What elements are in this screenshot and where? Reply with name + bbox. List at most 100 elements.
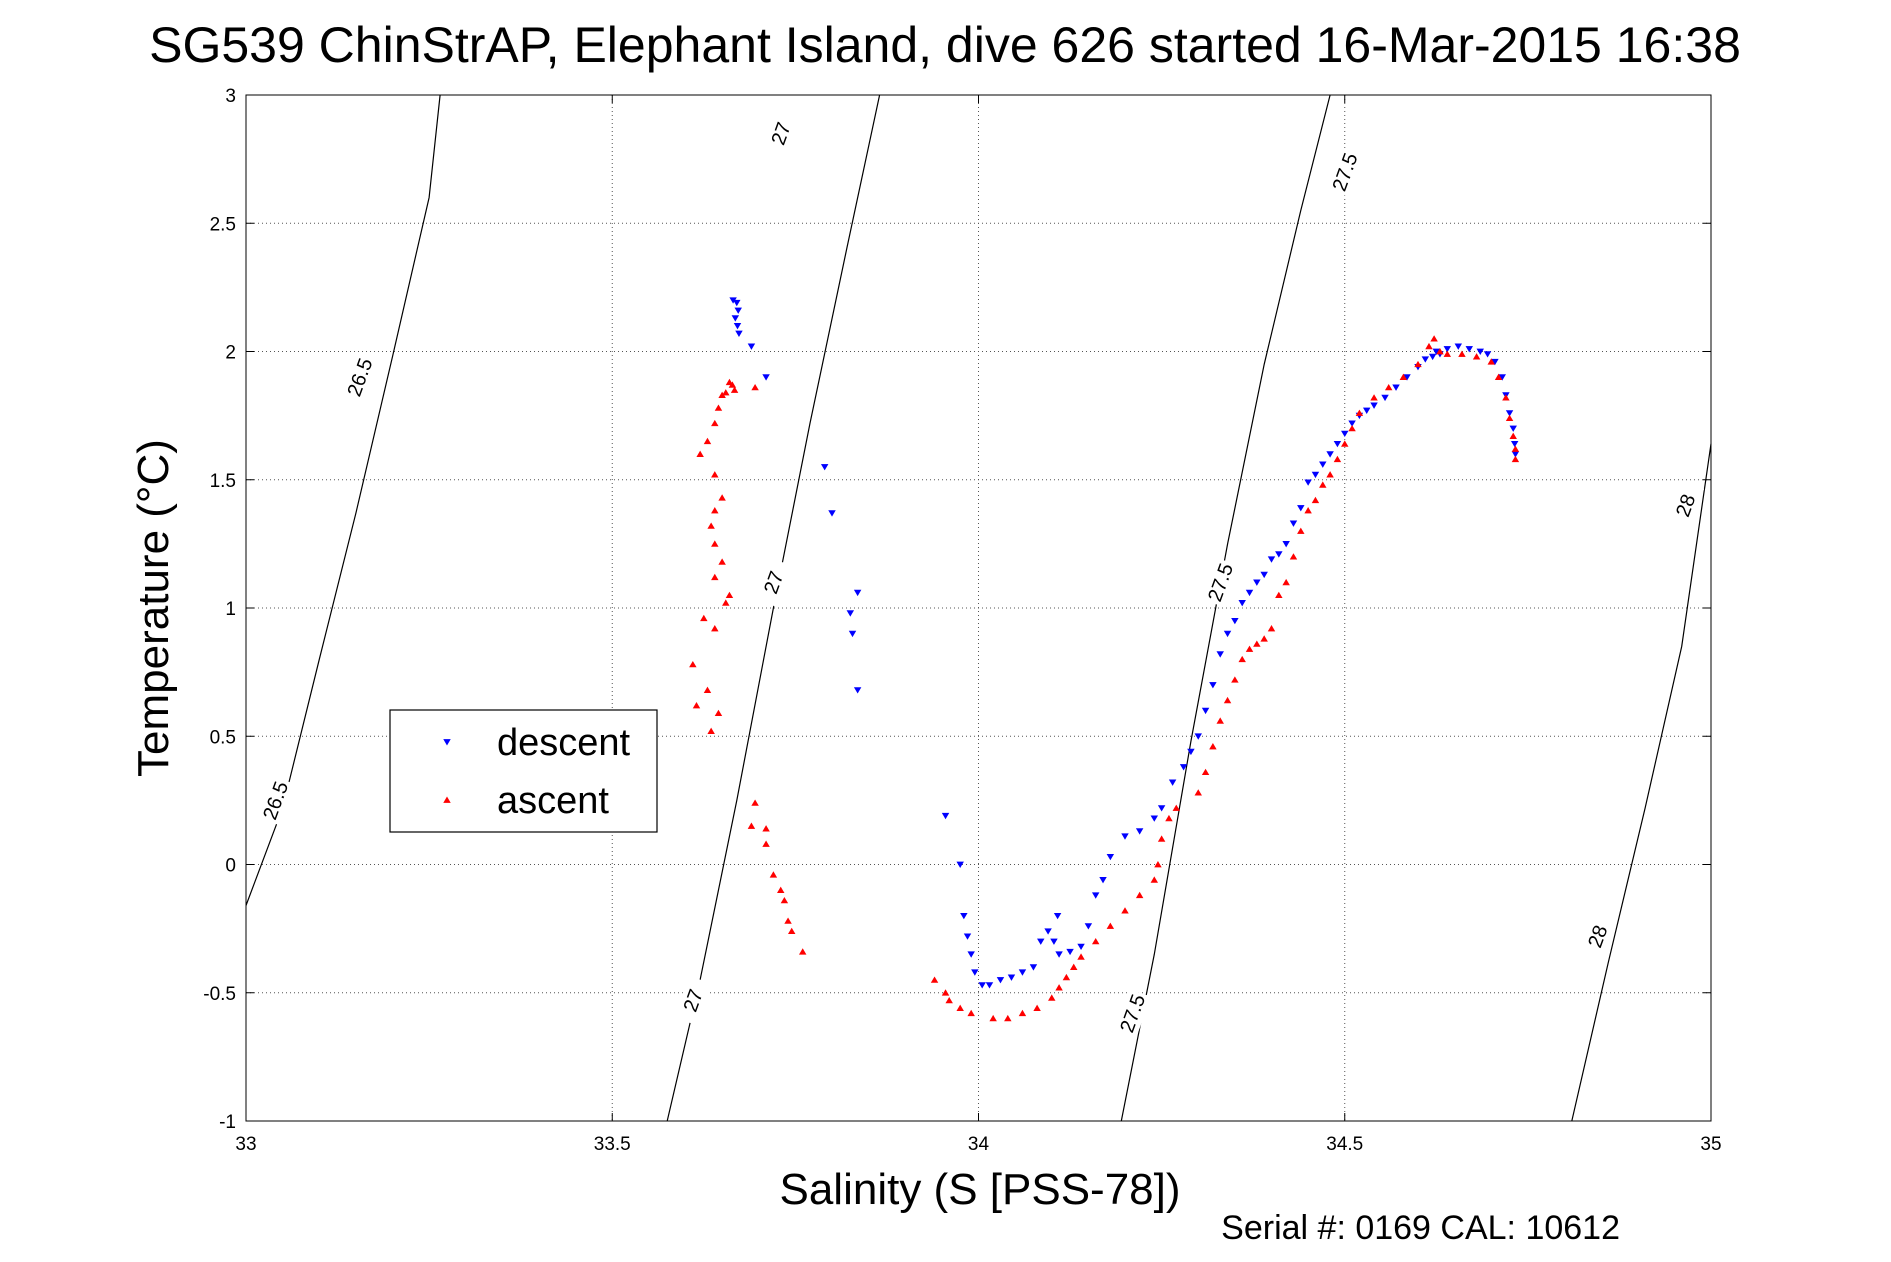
descent-marker xyxy=(1421,356,1430,363)
ascent-marker xyxy=(1297,527,1305,534)
ascent-marker xyxy=(1172,804,1180,811)
ascent-marker xyxy=(707,727,715,734)
legend-descent-label: descent xyxy=(497,722,631,764)
ascent-marker xyxy=(945,996,953,1004)
ascent-marker xyxy=(1018,1009,1027,1017)
descent-marker xyxy=(978,982,986,989)
ascent-marker xyxy=(1150,876,1159,883)
descent-marker xyxy=(1044,928,1052,935)
ascent-marker xyxy=(989,1014,997,1022)
y-tick-label: -1 xyxy=(219,1112,236,1133)
x-tick-label: 35 xyxy=(1700,1134,1721,1155)
ascent-marker xyxy=(1062,973,1071,981)
descent-marker xyxy=(956,861,964,868)
contour-label-background xyxy=(1325,147,1364,197)
ascent-marker xyxy=(1091,937,1100,945)
contour-label-background xyxy=(1666,480,1705,531)
descent-marker xyxy=(1077,943,1085,951)
ascent-marker xyxy=(722,599,730,606)
legend-box xyxy=(389,709,658,833)
x-tick-label: 34.5 xyxy=(1326,1134,1363,1155)
ascent-marker xyxy=(1077,953,1085,960)
ascent-marker xyxy=(762,825,770,832)
descent-marker xyxy=(1476,348,1484,355)
descent-marker xyxy=(1238,600,1246,607)
ascent-marker xyxy=(1260,635,1268,642)
descent-marker xyxy=(1282,541,1290,548)
ascent-marker xyxy=(1282,578,1290,586)
ascent-marker xyxy=(751,799,759,806)
ascent-marker xyxy=(1223,696,1232,704)
ascent-marker xyxy=(780,896,789,904)
ascent-marker xyxy=(798,948,807,955)
ascent-marker xyxy=(1384,383,1393,391)
ascent-marker xyxy=(1319,481,1327,488)
descent-marker xyxy=(1319,461,1327,468)
ascent-marker xyxy=(1443,350,1452,357)
descent-marker xyxy=(1260,571,1268,579)
x-axis-label: Salinity (S [PSS-78]) xyxy=(779,1165,1180,1214)
descent-marker xyxy=(1253,579,1261,586)
ascent-marker xyxy=(747,822,756,829)
ascent-marker xyxy=(1253,640,1261,647)
ascent-marker xyxy=(762,840,770,847)
descent-marker xyxy=(1348,420,1356,427)
ascent-marker xyxy=(1502,394,1510,401)
ascent-marker xyxy=(711,507,719,514)
ascent-marker xyxy=(730,386,739,393)
ascent-marker xyxy=(769,871,778,878)
ascent-marker xyxy=(718,494,726,501)
descent-marker xyxy=(971,969,979,976)
descent-marker xyxy=(1216,651,1224,658)
ascent-marker xyxy=(711,471,719,478)
descent-marker xyxy=(941,812,950,820)
descent-marker xyxy=(820,464,829,471)
descent-marker xyxy=(747,343,756,350)
ascent-marker xyxy=(1509,432,1517,440)
contour-label-background xyxy=(1201,557,1240,608)
ascent-marker xyxy=(1121,907,1129,914)
contour-label-background xyxy=(340,352,379,402)
x-axis-ticks: 33 33.5 34 34.5 35 xyxy=(235,95,1722,1155)
ascent-marker xyxy=(1201,768,1210,776)
y-tick-label: -0.5 xyxy=(203,984,236,1005)
descent-marker xyxy=(1363,407,1371,414)
descent-marker xyxy=(1037,938,1045,945)
descent-marker xyxy=(734,307,742,314)
descent-marker xyxy=(1099,877,1107,884)
y-tick-label: 1 xyxy=(225,599,236,620)
ascent-marker xyxy=(1333,455,1342,463)
ascent-marker xyxy=(777,886,785,894)
ascent-marker xyxy=(711,419,719,427)
descent-marker xyxy=(848,630,857,638)
ascent-marker xyxy=(1165,814,1173,822)
ascent-marker xyxy=(689,660,697,668)
descent-marker xyxy=(828,510,836,517)
descent-marker xyxy=(1289,520,1298,527)
descent-marker xyxy=(1187,748,1195,756)
density-contour-27.5 xyxy=(1120,94,1331,1122)
descent-marker xyxy=(1510,440,1519,448)
ascent-marker xyxy=(1238,655,1246,663)
contour-label-background xyxy=(1113,988,1152,1039)
ascent-marker xyxy=(711,540,719,547)
descent-marker xyxy=(1091,892,1100,899)
descent-marker xyxy=(1297,505,1305,512)
ascent-marker xyxy=(711,625,719,632)
descent-marker xyxy=(846,610,855,617)
ascent-marker xyxy=(1106,922,1115,929)
ascent-marker xyxy=(725,591,734,599)
descent-marker xyxy=(1275,551,1283,558)
descent-marker xyxy=(1454,343,1463,350)
y-axis-ticks: -1 -0.5 0 0.5 1 1.5 2 2.5 3 xyxy=(203,86,1711,1133)
descent-marker xyxy=(963,933,972,940)
ascent-marker xyxy=(1414,360,1422,368)
ascent-marker xyxy=(1370,394,1378,401)
y-tick-label: 0 xyxy=(225,856,236,877)
descent-marker xyxy=(960,912,968,920)
data-markers xyxy=(689,297,1520,1022)
descent-marker xyxy=(1245,589,1254,597)
descent-marker xyxy=(1333,440,1342,448)
